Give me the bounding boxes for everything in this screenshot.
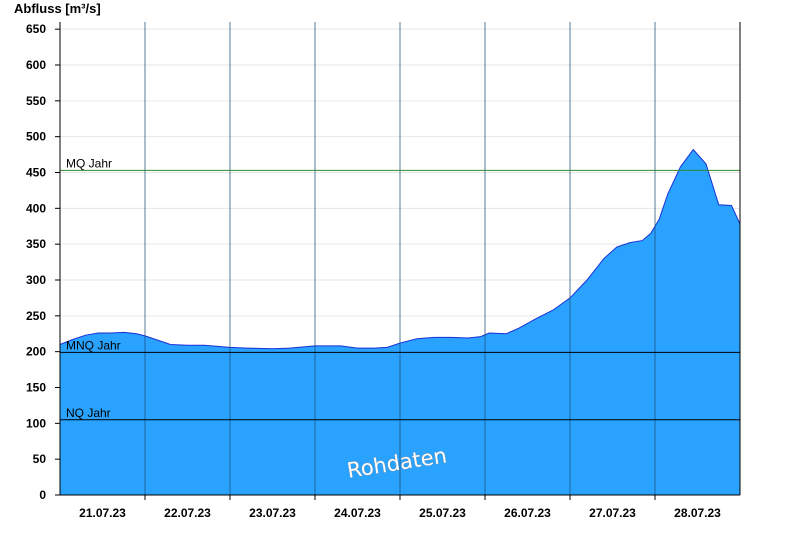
x-tick-label: 26.07.23 <box>504 506 551 520</box>
reference-lines: MQ Jahr MNQ Jahr NQ Jahr <box>60 156 740 421</box>
reference-line-label: MQ Jahr <box>66 156 112 170</box>
x-tick-label: 28.07.23 <box>674 506 721 520</box>
y-tick-label: 50 <box>33 452 47 466</box>
y-tick-label: 500 <box>26 130 46 144</box>
x-tick-label: 27.07.23 <box>589 506 636 520</box>
y-tick-label: 250 <box>26 309 46 323</box>
axes: 0 50 100 150 200 250 300 350 400 450 500 550 600 650 2… <box>26 22 741 520</box>
series-line <box>59 148 741 350</box>
y-tick-label: 550 <box>26 94 46 108</box>
x-tick-label: 25.07.23 <box>419 506 466 520</box>
y-tick-label: 0 <box>39 488 46 502</box>
x-tick-label: 21.07.23 <box>79 506 126 520</box>
y-tick-label: 300 <box>26 273 46 287</box>
y-tick-label: 150 <box>26 381 46 395</box>
y-tick-label: 450 <box>26 166 46 180</box>
y-tick-label: 100 <box>26 416 46 430</box>
y-tick-label: 200 <box>26 345 46 359</box>
x-tick-label: 24.07.23 <box>334 506 381 520</box>
y-tick-label: 600 <box>26 58 46 72</box>
reference-line-label: NQ Jahr <box>66 406 111 420</box>
day-lines <box>144 22 656 495</box>
x-tick-label: 22.07.23 <box>164 506 211 520</box>
reference-line-label: MNQ Jahr <box>66 338 121 352</box>
y-tick-label: 350 <box>26 237 46 251</box>
y-tick-label: 650 <box>26 22 46 36</box>
x-tick-label: 23.07.23 <box>249 506 296 520</box>
y-axis-title: Abfluss [m³/s] <box>14 1 101 16</box>
y-tick-label: 400 <box>26 201 46 215</box>
